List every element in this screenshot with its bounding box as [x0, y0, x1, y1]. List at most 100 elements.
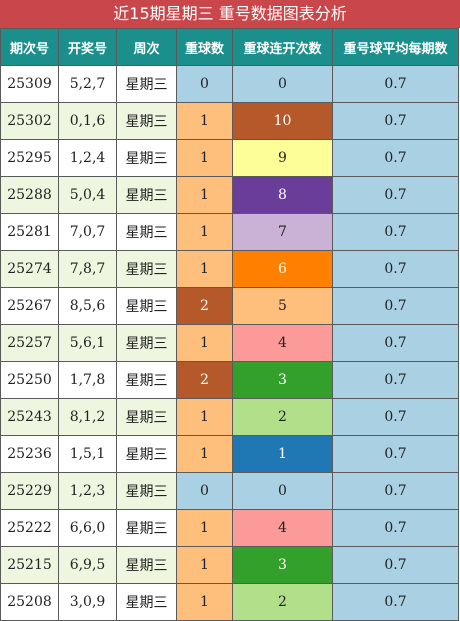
average-cell: 0.7	[332, 398, 459, 436]
draw-numbers-cell: 1,2,4	[58, 139, 117, 177]
draw-numbers-cell: 1,2,3	[58, 472, 117, 510]
issue-cell: 25208	[0, 583, 59, 621]
average-cell: 0.7	[332, 287, 459, 325]
consecutive-count-cell: 6	[232, 250, 333, 288]
draw-numbers-cell: 3,0,9	[58, 583, 117, 621]
consecutive-count-cell: 2	[232, 398, 333, 436]
repeat-count-cell: 1	[176, 213, 233, 251]
average-cell: 0.7	[332, 176, 459, 214]
draw-numbers-cell: 8,5,6	[58, 287, 117, 325]
weekday-cell: 星期三	[116, 435, 177, 473]
header-weekday: 周次	[116, 28, 177, 66]
repeat-count-cell: 1	[176, 583, 233, 621]
table-row: 25250 1,7,8 星期三 2 3 0.7	[0, 361, 459, 399]
table-row: 25236 1,5,1 星期三 1 1 0.7	[0, 435, 459, 473]
table-row: 25302 0,1,6 星期三 1 10 0.7	[0, 102, 459, 140]
repeat-count-cell: 1	[176, 398, 233, 436]
consecutive-count-cell: 3	[232, 546, 333, 584]
draw-numbers-cell: 6,6,0	[58, 509, 117, 547]
draw-numbers-cell: 5,2,7	[58, 65, 117, 103]
weekday-cell: 星期三	[116, 139, 177, 177]
header-repeat-count: 重球数	[176, 28, 233, 66]
draw-numbers-cell: 1,7,8	[58, 361, 117, 399]
consecutive-count-cell: 2	[232, 583, 333, 621]
average-cell: 0.7	[332, 435, 459, 473]
consecutive-count-cell: 1	[232, 435, 333, 473]
weekday-cell: 星期三	[116, 509, 177, 547]
weekday-cell: 星期三	[116, 583, 177, 621]
weekday-cell: 星期三	[116, 176, 177, 214]
consecutive-count-cell: 10	[232, 102, 333, 140]
draw-numbers-cell: 5,0,4	[58, 176, 117, 214]
repeat-count-cell: 1	[176, 102, 233, 140]
consecutive-count-cell: 5	[232, 287, 333, 325]
consecutive-count-cell: 3	[232, 361, 333, 399]
consecutive-count-cell: 0	[232, 65, 333, 103]
header-numbers: 开奖号	[58, 28, 117, 66]
repeat-count-cell: 1	[176, 139, 233, 177]
table-row: 25274 7,8,7 星期三 1 6 0.7	[0, 250, 459, 288]
table-row: 25267 8,5,6 星期三 2 5 0.7	[0, 287, 459, 325]
repeat-count-cell: 1	[176, 176, 233, 214]
consecutive-count-cell: 4	[232, 324, 333, 362]
average-cell: 0.7	[332, 65, 459, 103]
issue-cell: 25295	[0, 139, 59, 177]
draw-numbers-cell: 0,1,6	[58, 102, 117, 140]
repeat-count-cell: 0	[176, 472, 233, 510]
consecutive-count-cell: 8	[232, 176, 333, 214]
average-cell: 0.7	[332, 324, 459, 362]
repeat-count-cell: 1	[176, 324, 233, 362]
weekday-cell: 星期三	[116, 250, 177, 288]
issue-cell: 25222	[0, 509, 59, 547]
repeat-analysis-table: 期次号 开奖号 周次 重球数 重球连开次数 重号球平均每期数 25309 5,2,…	[0, 28, 459, 621]
repeat-count-cell: 2	[176, 361, 233, 399]
issue-cell: 25274	[0, 250, 59, 288]
page-title: 近15期星期三 重号数据图表分析	[0, 0, 460, 28]
issue-cell: 25267	[0, 287, 59, 325]
draw-numbers-cell: 7,0,7	[58, 213, 117, 251]
draw-numbers-cell: 7,8,7	[58, 250, 117, 288]
average-cell: 0.7	[332, 102, 459, 140]
table-row: 25243 8,1,2 星期三 1 2 0.7	[0, 398, 459, 436]
issue-cell: 25215	[0, 546, 59, 584]
repeat-count-cell: 2	[176, 287, 233, 325]
weekday-cell: 星期三	[116, 324, 177, 362]
weekday-cell: 星期三	[116, 398, 177, 436]
table-row: 25288 5,0,4 星期三 1 8 0.7	[0, 176, 459, 214]
repeat-count-cell: 1	[176, 435, 233, 473]
issue-cell: 25281	[0, 213, 59, 251]
header-issue: 期次号	[0, 28, 59, 66]
table-row: 25309 5,2,7 星期三 0 0 0.7	[0, 65, 459, 103]
average-cell: 0.7	[332, 583, 459, 621]
average-cell: 0.7	[332, 361, 459, 399]
header-row: 期次号 开奖号 周次 重球数 重球连开次数 重号球平均每期数	[0, 28, 459, 66]
average-cell: 0.7	[332, 509, 459, 547]
weekday-cell: 星期三	[116, 102, 177, 140]
consecutive-count-cell: 7	[232, 213, 333, 251]
repeat-count-cell: 1	[176, 509, 233, 547]
table-body: 25309 5,2,7 星期三 0 0 0.7 25302 0,1,6 星期三 1 10 0.7 252…	[0, 65, 459, 621]
issue-cell: 25309	[0, 65, 59, 103]
issue-cell: 25288	[0, 176, 59, 214]
weekday-cell: 星期三	[116, 287, 177, 325]
draw-numbers-cell: 1,5,1	[58, 435, 117, 473]
average-cell: 0.7	[332, 546, 459, 584]
consecutive-count-cell: 4	[232, 509, 333, 547]
issue-cell: 25229	[0, 472, 59, 510]
issue-cell: 25243	[0, 398, 59, 436]
weekday-cell: 星期三	[116, 213, 177, 251]
repeat-count-cell: 1	[176, 250, 233, 288]
issue-cell: 25236	[0, 435, 59, 473]
table-row: 25222 6,6,0 星期三 1 4 0.7	[0, 509, 459, 547]
header-average: 重号球平均每期数	[332, 28, 459, 66]
average-cell: 0.7	[332, 472, 459, 510]
issue-cell: 25257	[0, 324, 59, 362]
weekday-cell: 星期三	[116, 65, 177, 103]
table-row: 25281 7,0,7 星期三 1 7 0.7	[0, 213, 459, 251]
repeat-count-cell: 0	[176, 65, 233, 103]
weekday-cell: 星期三	[116, 472, 177, 510]
issue-cell: 25250	[0, 361, 59, 399]
table-row: 25215 6,9,5 星期三 1 3 0.7	[0, 546, 459, 584]
draw-numbers-cell: 8,1,2	[58, 398, 117, 436]
table-row: 25257 5,6,1 星期三 1 4 0.7	[0, 324, 459, 362]
